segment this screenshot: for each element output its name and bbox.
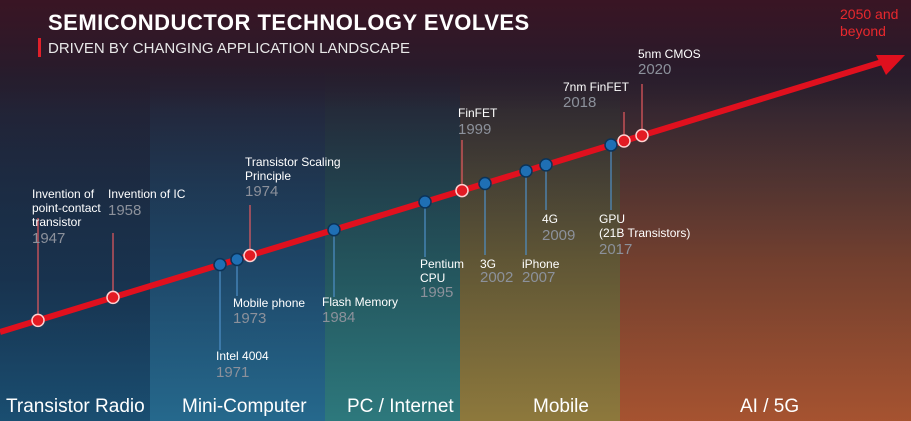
milestone-year-1999: 1999: [458, 121, 492, 138]
era-label-ai-5g: AI / 5G: [740, 396, 800, 417]
milestone-label-1974: Transistor Scaling Principle: [245, 155, 341, 183]
milestone-label-1958: Invention of IC: [108, 187, 186, 201]
era-band-mobile: [460, 65, 620, 421]
milestone-label-2009: 4G: [542, 212, 559, 226]
milestone-label-1984: Flash Memory: [322, 295, 399, 309]
milestone-year-1973: 1973: [233, 310, 267, 327]
milestone-year-1995: 1995: [420, 284, 454, 301]
milestone-year-2007: 2007: [522, 269, 556, 286]
era-label-transistor-radio: Transistor Radio: [6, 396, 145, 417]
milestone-dot-1973: [230, 252, 244, 267]
milestone-dot-1958: [106, 290, 120, 305]
milestone-dot-2020: [635, 128, 649, 143]
era-label-pc-internet: PC / Internet: [347, 396, 454, 417]
milestone-label-1995: Pentium CPU: [420, 257, 465, 285]
future-label-line-1: 2050 and: [840, 6, 899, 22]
milestone-year-2018: 2018: [563, 94, 597, 111]
future-label-line-2: beyond: [840, 23, 886, 39]
milestone-dot-1995: [418, 195, 432, 209]
subtitle-accent-bar: [38, 38, 41, 57]
milestone-dot-2017: [604, 138, 618, 152]
milestone-label-1947: Invention of point-contact transistor: [32, 187, 101, 229]
milestone-label-2018: 7nm FinFET: [563, 80, 630, 94]
milestone-year-2009: 2009: [542, 227, 576, 244]
milestone-year-2017: 2017: [599, 241, 633, 258]
milestone-label-2017: GPU (21B Transistors): [599, 212, 691, 240]
slide-subtitle: DRIVEN BY CHANGING APPLICATION LANDSCAPE: [48, 40, 411, 57]
milestone-connectors: [37, 84, 643, 350]
milestone-year-1947: 1947: [32, 230, 66, 247]
milestone-year-1958: 1958: [108, 202, 142, 219]
header-shade: [0, 0, 911, 110]
milestone-dot-1947: [31, 313, 45, 328]
milestone-year-1971: 1971: [216, 364, 250, 381]
future-label: 2050 and beyond: [840, 6, 898, 40]
milestone-dot-1974: [243, 248, 257, 263]
timeline-arrow-line: [0, 59, 883, 335]
timeline-arrowhead: [876, 55, 905, 75]
milestone-dot-2009: [539, 158, 553, 172]
era-band-pc-internet: [325, 65, 460, 421]
milestone-year-1974: 1974: [245, 183, 279, 200]
milestone-dot-2018: [617, 134, 631, 148]
milestone-label-2007: iPhone: [522, 257, 560, 271]
milestone-year-1984: 1984: [322, 309, 356, 326]
milestone-dots: [31, 128, 649, 328]
milestone-year-2020: 2020: [638, 61, 672, 78]
milestone-label-1973: Mobile phone: [233, 296, 306, 310]
milestone-dot-1971: [213, 257, 227, 272]
milestone-label-1971: Intel 4004: [216, 349, 269, 363]
slide-title: SEMICONDUCTOR TECHNOLOGY EVOLVES: [48, 10, 530, 35]
milestone-year-2002: 2002: [480, 269, 514, 286]
milestone-dot-1999: [455, 183, 469, 198]
era-band-transistor-radio: [0, 65, 150, 421]
milestone-label-2002: 3G: [480, 257, 497, 271]
milestone-dot-2002: [478, 176, 492, 191]
era-label-mini-computer: Mini-Computer: [182, 396, 307, 417]
milestone-dot-1984: [327, 223, 341, 237]
milestone-dot-2007: [519, 164, 533, 178]
milestone-label-1999: FinFET: [458, 106, 498, 120]
milestone-label-2020: 5nm CMOS: [638, 47, 701, 61]
era-label-mobile: Mobile: [533, 396, 589, 417]
